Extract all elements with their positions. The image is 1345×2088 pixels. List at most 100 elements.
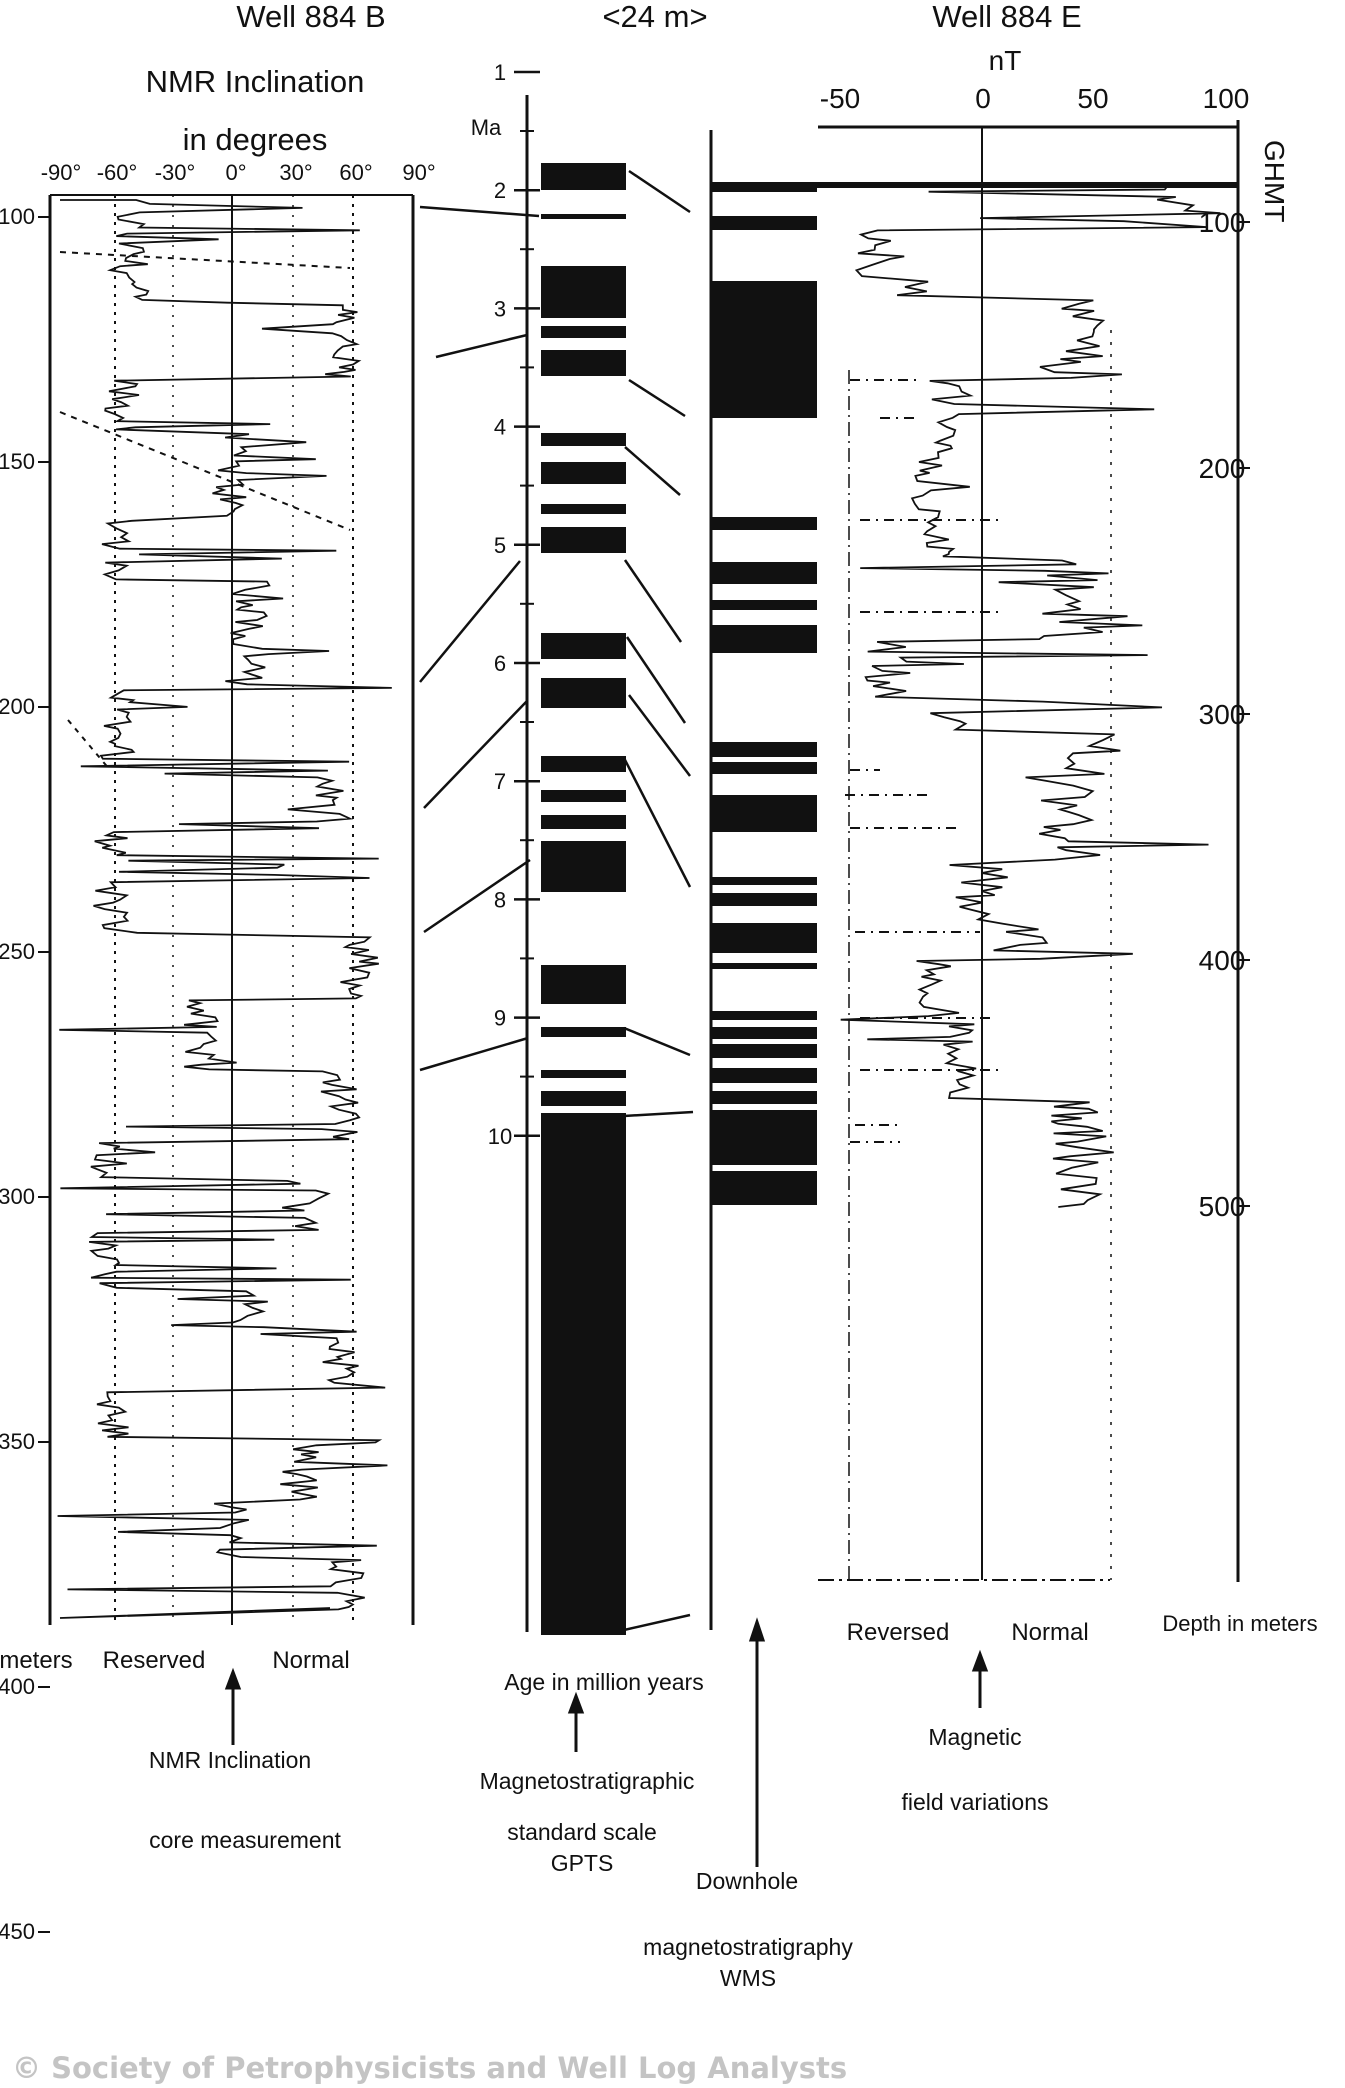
depth-label-150: 150 (0, 449, 35, 474)
gpts-caption-line1: Magnetostratigraphic (480, 1768, 695, 1794)
tick-minus90: -90° (41, 160, 82, 185)
wms-normal-interval (711, 762, 817, 774)
gpts-normal-interval (541, 1070, 626, 1078)
left-reversed-label: Reserved (103, 1647, 206, 1674)
header-well-884b: Well 884 B (236, 0, 385, 34)
magnetic-caption-line2: field variations (901, 1789, 1048, 1815)
tick-50: 50 (1077, 83, 1108, 114)
gpts-normal-interval (541, 965, 626, 1004)
tick-minus50: -50 (820, 83, 860, 114)
gpts-normal-interval (541, 815, 626, 829)
gpts-normal-interval (541, 633, 626, 659)
correlation-line (435, 333, 528, 359)
gpts-normal-interval (541, 350, 626, 376)
correlation-line (419, 560, 521, 683)
tick-0-nt: 0 (975, 83, 991, 114)
age-label-2: 2 (494, 178, 506, 203)
wms-normal-interval (711, 216, 817, 230)
tick-0: 0° (225, 160, 246, 185)
nmr-caption-line2: core measurement (149, 1827, 341, 1853)
ghmt-depth-label-100: 100 (1199, 207, 1246, 238)
correlation-line (622, 757, 692, 888)
caption-arrows (224, 1617, 989, 1867)
wms-normal-interval (711, 877, 817, 885)
magnetic-caption-line1: Magnetic (928, 1724, 1021, 1750)
ghmt-field-trace (818, 184, 1221, 1208)
wms-column (709, 130, 1237, 1630)
ghmt-axis-label: GHMT (1259, 140, 1290, 222)
ghmt-panel: -50 0 50 100 GHMT 100 200 300 400 500 (818, 83, 1290, 1582)
wms-caption-line2: magnetostratigraphy (643, 1934, 853, 1960)
wms-normal-interval (711, 625, 817, 653)
gpts-normal-interval (541, 790, 626, 802)
age-label-7: 7 (494, 769, 506, 794)
correlation-line (423, 858, 531, 934)
depth-in-meters-label: Depth in meters (1162, 1611, 1317, 1636)
age-label-6: 6 (494, 651, 506, 676)
depth-label-250: 250 (0, 939, 35, 964)
ghmt-depth-ticks: 100 200 300 400 500 (1199, 207, 1250, 1222)
ghmt-depth-label-300: 300 (1199, 699, 1246, 730)
correlation-line (628, 378, 686, 418)
wms-normal-interval (711, 355, 817, 373)
gpts-polarity-bars (541, 163, 626, 1635)
nmr-caption-line1: NMR Inclination (149, 1747, 311, 1773)
copyright-watermark: © Society of Petrophysicists and Well Lo… (12, 2051, 847, 2085)
meters-label: meters (0, 1647, 73, 1674)
wms-normal-interval (711, 795, 817, 832)
gpts-normal-interval (541, 1113, 626, 1635)
wms-normal-interval (711, 1011, 817, 1020)
gpts-normal-interval (541, 504, 626, 514)
correlation-line (623, 1110, 694, 1118)
wms-polarity-bars (711, 182, 1237, 1205)
right-reversed-label: Reversed (847, 1619, 950, 1646)
right-normal-label: Normal (1011, 1619, 1088, 1646)
correlation-line (624, 446, 681, 496)
wms-normal-interval (711, 893, 817, 906)
ghmt-depth-label-500: 500 (1199, 1191, 1246, 1222)
correlation-line (623, 1613, 691, 1632)
wms-caption-line1: Downhole (696, 1868, 798, 1894)
tick-90: 90° (402, 160, 435, 185)
depth-label-100: 100 (0, 204, 35, 229)
gpts-normal-interval (541, 678, 626, 708)
left-normal-label: Normal (272, 1647, 349, 1674)
gpts-normal-interval (541, 1027, 626, 1037)
nmr-inclination-trace (57, 199, 392, 1619)
wms-normal-interval (711, 963, 817, 969)
nmr-correlation-dashes (59, 251, 351, 771)
ghmt-depth-label-200: 200 (1199, 453, 1246, 484)
age-label-3: 3 (494, 296, 506, 321)
correlation-line (625, 636, 687, 724)
nmr-arrow-icon (224, 1667, 242, 1690)
tick-minus60: -60° (97, 160, 138, 185)
nmr-depth-axis: 100150200250300350400450500 (0, 204, 50, 1944)
gpts-normal-interval (541, 266, 626, 318)
correlation-line (623, 1026, 691, 1057)
wms-normal-interval (711, 923, 817, 953)
wms-normal-interval (711, 1068, 817, 1083)
wms-normal-interval (711, 391, 817, 418)
gpts-normal-interval (541, 214, 626, 219)
gpts-normal-interval (541, 433, 626, 446)
magnetic-arrow-icon (971, 1649, 989, 1672)
gpts-column: 1 2 3 4 5 6 7 8 9 10 Ma (471, 60, 626, 1635)
age-label-5: 5 (494, 533, 506, 558)
nmr-title-line1: NMR Inclination (146, 64, 365, 99)
header-well-884e: Well 884 E (932, 0, 1081, 34)
wms-normal-interval (711, 1110, 817, 1165)
ghmt-depth-label-400: 400 (1199, 945, 1246, 976)
correlation-line (628, 694, 691, 777)
gpts-normal-interval (541, 756, 626, 772)
age-label-10: 10 (488, 1124, 512, 1149)
depth-label-300: 300 (0, 1184, 35, 1209)
age-label-1: 1 (494, 60, 506, 85)
correlation-line (423, 700, 528, 809)
age-label-9: 9 (494, 1006, 506, 1031)
age-label-4: 4 (494, 415, 506, 440)
gpts-normal-interval (541, 841, 626, 892)
age-axis-ticks: 1 2 3 4 5 6 7 8 9 10 (488, 60, 540, 1149)
age-label-8: 8 (494, 887, 506, 912)
nmr-inclination-panel: -90° -60° -30° 0° 30° 60° 90° 100 150 200 2… (0, 160, 436, 1944)
gpts-normal-interval (541, 326, 626, 338)
